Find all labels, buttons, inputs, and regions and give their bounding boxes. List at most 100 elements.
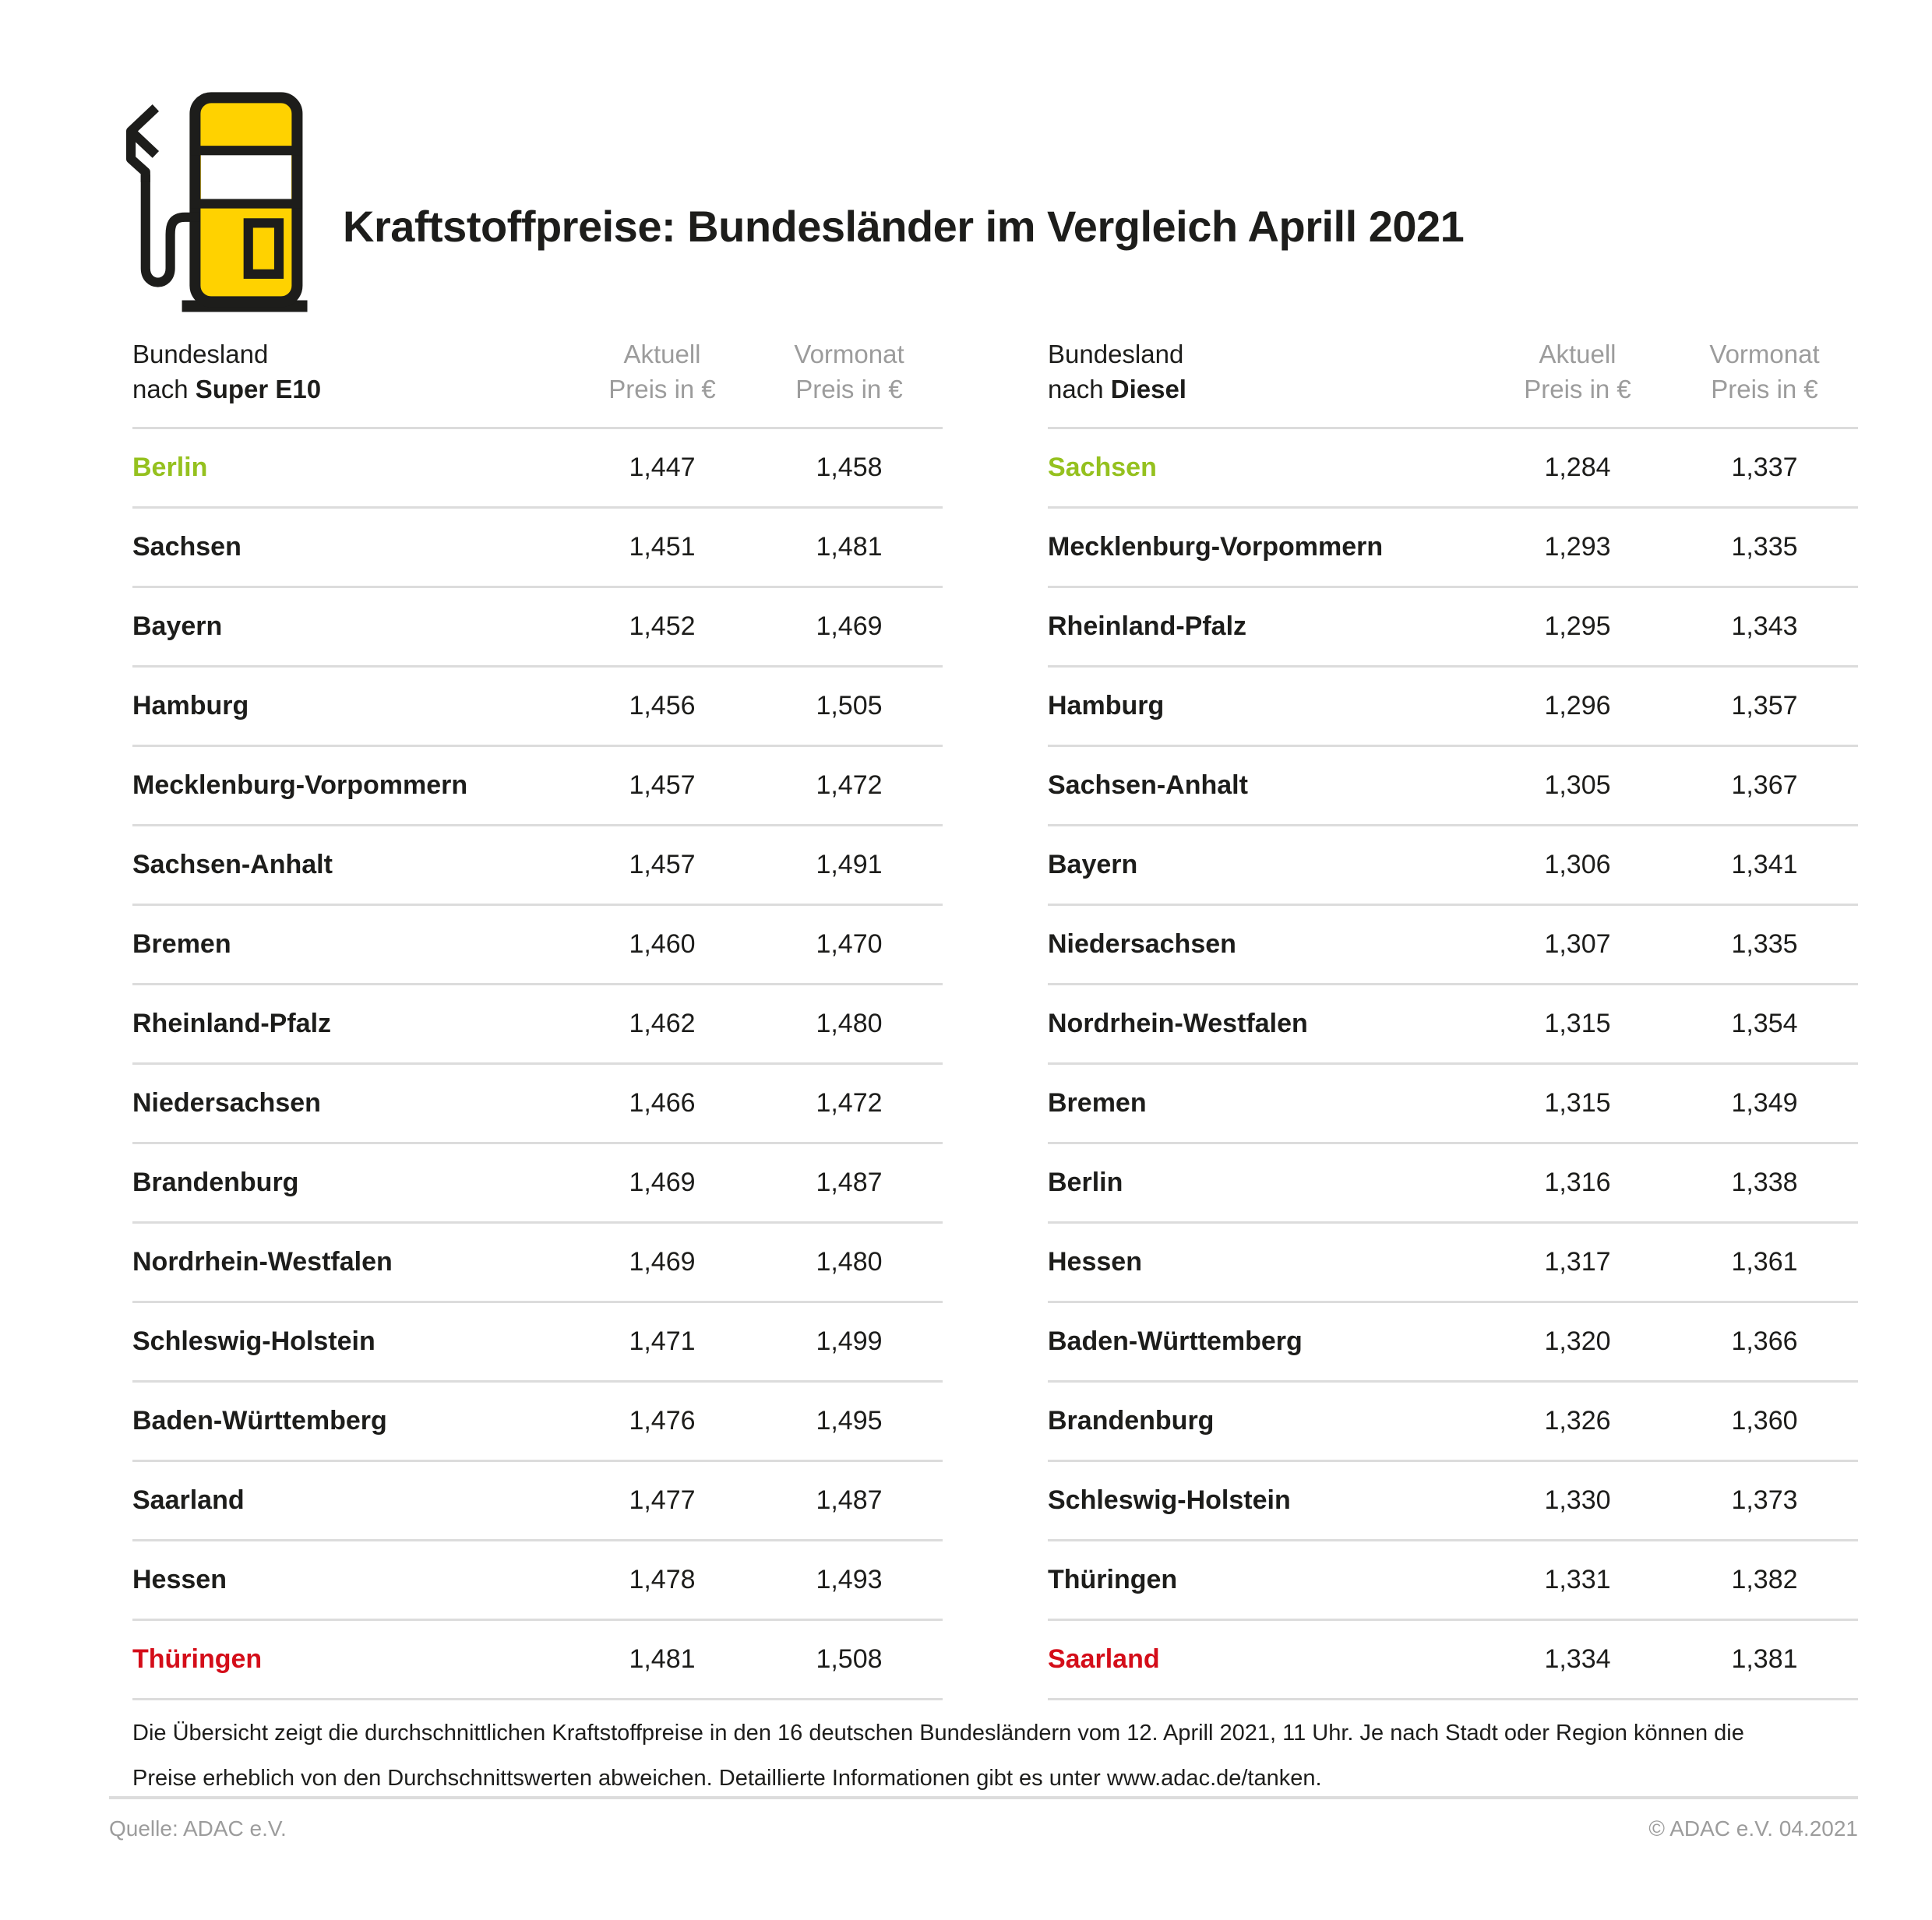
table-row: Sachsen-Anhalt 1,457 1,491 <box>132 826 943 906</box>
current-price: 1,316 <box>1544 1168 1611 1197</box>
table-row: Thüringen 1,481 1,508 <box>132 1621 943 1700</box>
previous-month-price: 1,495 <box>816 1406 883 1436</box>
bundesland-label: Bundesland <box>132 340 269 368</box>
previous-month-price: 1,335 <box>1731 929 1798 959</box>
current-price: 1,330 <box>1544 1485 1611 1515</box>
table-header: Bundesland nach Super E10 Aktuell Preis … <box>132 336 943 429</box>
state-name: Nordrhein-Westfalen <box>1048 1009 1308 1038</box>
current-price: 1,452 <box>629 611 696 641</box>
previous-month-price: 1,480 <box>816 1009 883 1038</box>
previous-month-price: 1,349 <box>1731 1088 1798 1118</box>
footer-divider <box>109 1796 1858 1799</box>
current-price: 1,447 <box>629 453 696 482</box>
state-name: Nordrhein-Westfalen <box>132 1247 393 1277</box>
fuel-type-label: Diesel <box>1110 375 1186 403</box>
previous-month-price: 1,341 <box>1731 850 1798 879</box>
current-price: 1,478 <box>629 1565 696 1594</box>
table-row: Schleswig-Holstein 1,471 1,499 <box>132 1303 943 1383</box>
previous-month-price: 1,361 <box>1731 1247 1798 1277</box>
previous-month-price: 1,470 <box>816 929 883 959</box>
page-title: Kraftstoffpreise: Bundesländer im Vergle… <box>343 202 1465 251</box>
state-name: Sachsen <box>1048 453 1157 482</box>
column-header-aktuell: Aktuell Preis in € <box>608 340 716 403</box>
current-price: 1,307 <box>1544 929 1611 959</box>
bundesland-label: Bundesland <box>1048 340 1184 368</box>
table-row: Hamburg 1,456 1,505 <box>132 668 943 747</box>
current-price: 1,476 <box>629 1406 696 1436</box>
previous-month-price: 1,472 <box>816 770 883 800</box>
current-price: 1,471 <box>629 1326 696 1356</box>
table-row: Berlin 1,316 1,338 <box>1048 1144 1858 1224</box>
table-super-e10: Bundesland nach Super E10 Aktuell Preis … <box>132 336 943 1700</box>
state-name: Sachsen-Anhalt <box>1048 770 1248 800</box>
current-price: 1,457 <box>629 850 696 879</box>
current-price: 1,305 <box>1544 770 1611 800</box>
state-name: Berlin <box>1048 1168 1123 1197</box>
previous-month-price: 1,354 <box>1731 1009 1798 1038</box>
table-row: Sachsen 1,451 1,481 <box>132 509 943 588</box>
state-name: Brandenburg <box>132 1168 299 1197</box>
previous-month-price: 1,469 <box>816 611 883 641</box>
table-row: Thüringen 1,331 1,382 <box>1048 1541 1858 1621</box>
table-row: Brandenburg 1,326 1,360 <box>1048 1383 1858 1462</box>
previous-month-price: 1,338 <box>1731 1168 1798 1197</box>
table-row: Niedersachsen 1,307 1,335 <box>1048 906 1858 985</box>
table-row: Hessen 1,478 1,493 <box>132 1541 943 1621</box>
state-name: Schleswig-Holstein <box>132 1326 375 1356</box>
footnote-line-2: Preise erheblich von den Durchschnittswe… <box>132 1766 1322 1791</box>
previous-month-price: 1,499 <box>816 1326 883 1356</box>
table-diesel: Bundesland nach Diesel Aktuell Preis in … <box>1048 336 1858 1700</box>
column-header-vormonat: Vormonat Preis in € <box>1709 340 1820 403</box>
current-price: 1,331 <box>1544 1565 1611 1594</box>
state-name: Saarland <box>1048 1644 1160 1674</box>
table-row: Bremen 1,460 1,470 <box>132 906 943 985</box>
previous-month-price: 1,458 <box>816 453 883 482</box>
table-row: Sachsen 1,284 1,337 <box>1048 429 1858 509</box>
current-price: 1,317 <box>1544 1247 1611 1277</box>
state-name: Baden-Württemberg <box>132 1406 387 1436</box>
current-price: 1,481 <box>629 1644 696 1674</box>
state-name: Sachsen-Anhalt <box>132 850 333 879</box>
state-name: Thüringen <box>132 1644 263 1674</box>
table-row: Nordrhein-Westfalen 1,315 1,354 <box>1048 985 1858 1065</box>
state-name: Baden-Württemberg <box>1048 1326 1303 1356</box>
state-name: Brandenburg <box>1048 1406 1215 1436</box>
previous-month-price: 1,366 <box>1731 1326 1798 1356</box>
state-name: Bayern <box>132 611 223 641</box>
previous-month-price: 1,343 <box>1731 611 1798 641</box>
table-row: Nordrhein-Westfalen 1,469 1,480 <box>132 1224 943 1303</box>
fuel-pump-icon <box>125 92 308 312</box>
table-row: Mecklenburg-Vorpommern 1,457 1,472 <box>132 747 943 826</box>
previous-month-price: 1,373 <box>1731 1485 1798 1515</box>
table-row: Brandenburg 1,469 1,487 <box>132 1144 943 1224</box>
table-row: Hamburg 1,296 1,357 <box>1048 668 1858 747</box>
table-row: Saarland 1,334 1,381 <box>1048 1621 1858 1700</box>
current-price: 1,306 <box>1544 850 1611 879</box>
current-price: 1,460 <box>629 929 696 959</box>
state-name: Berlin <box>132 453 208 482</box>
previous-month-price: 1,360 <box>1731 1406 1798 1436</box>
previous-month-price: 1,505 <box>816 691 883 720</box>
state-name: Thüringen <box>1048 1565 1178 1594</box>
state-name: Mecklenburg-Vorpommern <box>1048 532 1384 562</box>
state-name: Mecklenburg-Vorpommern <box>132 770 468 800</box>
table-row: Sachsen-Anhalt 1,305 1,367 <box>1048 747 1858 826</box>
state-name: Bayern <box>1048 850 1138 879</box>
table-row: Bayern 1,452 1,469 <box>132 588 943 668</box>
current-price: 1,295 <box>1544 611 1611 641</box>
state-name: Hamburg <box>132 691 249 720</box>
previous-month-price: 1,491 <box>816 850 883 879</box>
state-name: Rheinland-Pfalz <box>1048 611 1247 641</box>
table-body: Sachsen 1,284 1,337 Mecklenburg-Vorpomme… <box>1048 429 1858 1700</box>
current-price: 1,466 <box>629 1088 696 1118</box>
state-name: Bremen <box>1048 1088 1147 1118</box>
current-price: 1,320 <box>1544 1326 1611 1356</box>
nach-label: nach <box>1048 375 1111 403</box>
current-price: 1,469 <box>629 1168 696 1197</box>
column-header-aktuell: Aktuell Preis in € <box>1524 340 1631 403</box>
previous-month-price: 1,367 <box>1731 770 1798 800</box>
previous-month-price: 1,337 <box>1731 453 1798 482</box>
state-name: Rheinland-Pfalz <box>132 1009 332 1038</box>
table-row: Saarland 1,477 1,487 <box>132 1462 943 1541</box>
